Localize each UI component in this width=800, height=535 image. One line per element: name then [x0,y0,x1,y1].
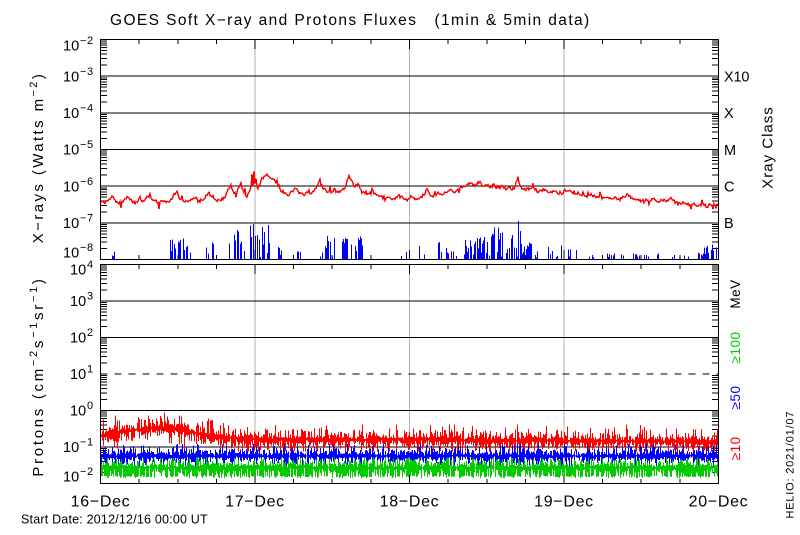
svg-text:Protons (cm−2s−1sr−1): Protons (cm−2s−1sr−1) [28,276,47,476]
svg-text:B: B [724,216,733,232]
svg-text:X10: X10 [724,70,749,86]
svg-text:20−Dec: 20−Dec [689,494,749,511]
svg-text:≥10: ≥10 [728,436,743,460]
svg-text:17−Dec: 17−Dec [225,494,285,511]
svg-text:X: X [724,106,734,122]
svg-text:MeV: MeV [728,279,743,308]
svg-text:M: M [724,143,736,159]
svg-text:≥50: ≥50 [728,386,743,410]
svg-text:18−Dec: 18−Dec [380,494,440,511]
svg-text:16−Dec: 16−Dec [71,494,131,511]
svg-text:X−rays (Watts m−2): X−rays (Watts m−2) [28,72,47,243]
svg-text:Start Date: 2012/12/16 00:00 U: Start Date: 2012/12/16 00:00 UT [21,513,208,527]
svg-text:≥100: ≥100 [728,332,743,364]
svg-text:HELIO: 2021/01/07: HELIO: 2021/01/07 [785,411,797,519]
svg-text:C: C [724,180,734,196]
svg-text:Xray Class: Xray Class [760,106,777,189]
svg-text:19−Dec: 19−Dec [534,494,594,511]
svg-text:GOES Soft X−ray and Protons Fl: GOES Soft X−ray and Protons Fluxes (1min… [110,12,591,29]
